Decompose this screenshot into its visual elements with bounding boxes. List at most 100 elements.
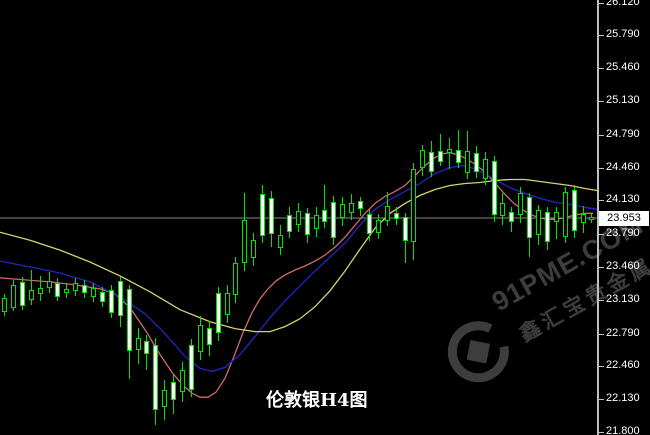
candle-body bbox=[73, 282, 79, 291]
price-axis: 23.953 26.120 25.790 25.460 25.130 24.790 24.… bbox=[597, 0, 650, 435]
candle-body bbox=[108, 289, 114, 313]
axis-tick-mark bbox=[599, 167, 604, 169]
ma-line-slow bbox=[0, 178, 598, 333]
candle-body bbox=[99, 291, 105, 302]
candle-body bbox=[366, 214, 372, 235]
candle-body bbox=[233, 263, 239, 295]
chart-title-overlay: 伦敦银H4图 bbox=[266, 390, 368, 411]
candle-body bbox=[251, 240, 257, 259]
axis-tick-mark bbox=[599, 333, 604, 335]
candle-body bbox=[455, 149, 461, 163]
candle-wick bbox=[440, 133, 442, 166]
candle-body bbox=[562, 192, 568, 238]
candle-body bbox=[46, 280, 52, 288]
candle-body bbox=[313, 215, 319, 230]
candle-body bbox=[393, 213, 399, 220]
candle-body bbox=[589, 217, 595, 221]
candle-body bbox=[277, 235, 283, 249]
candle-body bbox=[331, 202, 337, 239]
axis-tick-label: 23.460 bbox=[606, 259, 640, 272]
axis-tick-label: 22.790 bbox=[606, 326, 640, 339]
candle-body bbox=[536, 210, 541, 236]
candle-body bbox=[571, 190, 577, 232]
axis-tick-label: 22.460 bbox=[606, 359, 640, 372]
candle-body bbox=[37, 287, 43, 294]
candle-body bbox=[482, 158, 488, 179]
candle-body bbox=[447, 148, 452, 153]
axis-tick-mark bbox=[599, 2, 604, 4]
ma-line-mid bbox=[0, 164, 598, 373]
candle-body bbox=[544, 212, 550, 243]
axis-tick-label: 25.130 bbox=[606, 93, 640, 106]
candle-body bbox=[420, 149, 426, 168]
axis-tick-mark bbox=[599, 399, 604, 401]
candle-body bbox=[358, 201, 363, 210]
candle-body bbox=[491, 160, 497, 216]
axis-tick-mark bbox=[599, 200, 604, 202]
axis-tick-mark bbox=[599, 299, 604, 301]
candle-wick bbox=[555, 207, 557, 240]
candle-body bbox=[304, 213, 310, 236]
axis-tick-mark bbox=[599, 366, 604, 368]
candle-body bbox=[153, 344, 159, 411]
axis-tick-mark bbox=[599, 68, 604, 70]
candle-body bbox=[509, 212, 515, 223]
candle-body bbox=[464, 150, 470, 173]
candle-body bbox=[518, 193, 524, 216]
axis-tick-mark bbox=[599, 266, 604, 268]
candle-body bbox=[242, 220, 248, 263]
axis-tick-label: 25.460 bbox=[606, 61, 640, 74]
candle-body bbox=[295, 211, 301, 226]
candle-body bbox=[384, 206, 390, 222]
axis-tick-label: 26.120 bbox=[606, 0, 640, 8]
candle-body bbox=[188, 344, 194, 391]
candle-body bbox=[171, 382, 177, 401]
candle-body bbox=[224, 292, 230, 315]
candle-body bbox=[553, 212, 559, 223]
candle-body bbox=[126, 288, 132, 352]
axis-tick-label: 24.460 bbox=[606, 160, 640, 173]
axis-tick-label: 21.800 bbox=[606, 424, 640, 435]
candle-body bbox=[28, 289, 34, 300]
candle-body bbox=[135, 337, 141, 351]
price-axis-line bbox=[597, 0, 599, 435]
axis-tick-label: 23.790 bbox=[606, 227, 640, 240]
axis-tick-mark bbox=[599, 431, 604, 433]
candle-body bbox=[340, 204, 346, 219]
candle-body bbox=[580, 214, 586, 224]
candle-body bbox=[438, 150, 444, 162]
candle-body bbox=[180, 370, 185, 393]
candle-body bbox=[269, 198, 274, 235]
candle-body bbox=[19, 281, 25, 306]
candle-wick bbox=[324, 185, 326, 229]
axis-tick-label: 22.130 bbox=[606, 392, 640, 405]
candle-body bbox=[82, 284, 88, 293]
candle-body bbox=[429, 151, 435, 172]
candle-body bbox=[286, 215, 292, 233]
candle-body bbox=[215, 292, 221, 333]
axis-tick-mark bbox=[599, 234, 604, 236]
candle-body bbox=[162, 390, 168, 408]
watermark-coin-logo-icon bbox=[447, 321, 509, 383]
axis-tick-label: 23.130 bbox=[606, 292, 640, 305]
candle-body bbox=[64, 288, 70, 293]
candle-body bbox=[322, 210, 328, 223]
candle-body bbox=[197, 324, 203, 353]
candle-body bbox=[91, 287, 96, 297]
candle-body bbox=[473, 152, 479, 172]
axis-tick-mark bbox=[599, 100, 604, 102]
candle-body bbox=[2, 297, 7, 312]
candle-wick bbox=[457, 129, 459, 168]
axis-tick-mark bbox=[599, 35, 604, 37]
candle-body bbox=[411, 168, 417, 243]
axis-tick-label: 24.130 bbox=[606, 193, 640, 206]
candle-body bbox=[10, 284, 16, 308]
candle-body bbox=[527, 197, 533, 239]
candle-body bbox=[55, 282, 61, 297]
axis-tick-label: 25.790 bbox=[606, 28, 640, 41]
candle-body bbox=[260, 194, 266, 237]
candle-body bbox=[144, 340, 150, 355]
axis-tick-mark bbox=[599, 134, 604, 136]
